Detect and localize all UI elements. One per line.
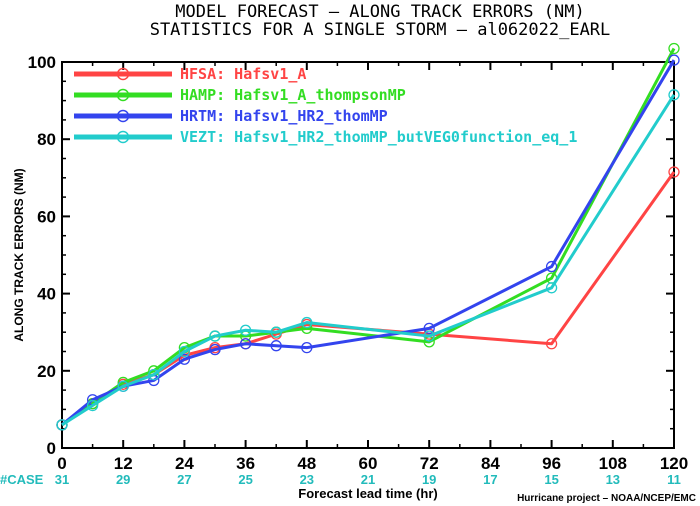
legend-item: HFSA: Hafsv1_A bbox=[74, 65, 306, 83]
x-tick-label: 24 bbox=[175, 454, 194, 473]
data-point bbox=[301, 341, 313, 354]
data-point bbox=[178, 353, 191, 365]
data-point bbox=[239, 338, 252, 350]
x-tick-label: 72 bbox=[420, 454, 439, 473]
case-count: 29 bbox=[116, 472, 130, 487]
y-tick-label: 0 bbox=[47, 439, 56, 458]
case-count: 21 bbox=[361, 472, 375, 487]
data-point bbox=[668, 42, 680, 55]
credit-text: Hurricane project – NOAA/NCEP/EMC bbox=[517, 493, 696, 504]
case-count: 17 bbox=[483, 472, 497, 487]
legend-label: VEZT: Hafsv1_HR2_thomMP_butVEG0function_… bbox=[180, 128, 577, 146]
case-count: 19 bbox=[422, 472, 436, 487]
case-count: 25 bbox=[238, 472, 252, 487]
legend-item: VEZT: Hafsv1_HR2_thomMP_butVEG0function_… bbox=[74, 128, 577, 146]
data-point bbox=[301, 316, 313, 329]
data-point bbox=[209, 343, 221, 356]
data-point bbox=[178, 345, 191, 358]
x-tick-label: 96 bbox=[542, 454, 561, 473]
data-point bbox=[239, 324, 252, 336]
x-tick-label: 108 bbox=[599, 454, 627, 473]
case-counts: 31 29 27 25 23 21 19 17 15 13 11 bbox=[55, 472, 681, 487]
case-count: 15 bbox=[544, 472, 558, 487]
chart-title: MODEL FORECAST – ALONG TRACK ERRORS (NM) bbox=[175, 2, 584, 22]
case-label: #CASE bbox=[0, 472, 44, 487]
y-tick-label: 80 bbox=[37, 130, 56, 149]
series-line bbox=[61, 47, 676, 427]
data-point bbox=[86, 399, 99, 412]
x-tick-label: 60 bbox=[359, 454, 378, 473]
legend-label: HRTM: Hafsv1_HR2_thomMP bbox=[180, 107, 388, 125]
legend-label: HFSA: Hafsv1_A bbox=[180, 65, 306, 83]
legend-marker bbox=[116, 109, 130, 123]
data-point bbox=[668, 89, 680, 101]
x-tick-label: 12 bbox=[114, 454, 133, 473]
data-point bbox=[270, 340, 282, 352]
y-tick-label: 60 bbox=[37, 207, 56, 226]
legend-item: HRTM: Hafsv1_HR2_thomMP bbox=[74, 107, 388, 125]
data-point bbox=[545, 338, 558, 350]
series-layer bbox=[56, 42, 680, 431]
data-point bbox=[423, 322, 435, 334]
x-axis-label: Forecast lead time (hr) bbox=[298, 486, 437, 501]
data-point bbox=[56, 419, 68, 431]
x-tick-label: 48 bbox=[297, 454, 316, 473]
series-line bbox=[61, 171, 676, 427]
x-tick-label: 120 bbox=[660, 454, 688, 473]
legend-marker bbox=[116, 130, 130, 144]
series-line bbox=[61, 94, 676, 427]
data-point bbox=[209, 330, 221, 342]
y-tick-label: 20 bbox=[37, 362, 56, 381]
series-3 bbox=[56, 89, 680, 431]
legend-marker bbox=[116, 88, 130, 102]
y-tick-label: 40 bbox=[37, 285, 56, 304]
data-point bbox=[668, 166, 680, 178]
x-axis: 0 12 24 36 48 60 72 84 96 108 120 bbox=[57, 62, 688, 473]
data-point bbox=[117, 380, 129, 392]
x-tick-label: 84 bbox=[481, 454, 500, 473]
y-tick-label: 100 bbox=[28, 53, 56, 72]
case-count: 11 bbox=[667, 472, 681, 487]
case-count: 27 bbox=[177, 472, 191, 487]
legend-marker bbox=[116, 67, 130, 81]
case-count: 31 bbox=[55, 472, 69, 487]
case-count: 13 bbox=[606, 472, 620, 487]
y-axis-label: ALONG TRACK ERRORS (NM) bbox=[12, 168, 26, 341]
data-point bbox=[148, 369, 160, 381]
legend-item: HAMP: Hafsv1_A_thompsonMP bbox=[74, 86, 406, 104]
data-point bbox=[668, 54, 680, 66]
data-point bbox=[545, 282, 558, 294]
legend-label: HAMP: Hafsv1_A_thompsonMP bbox=[180, 86, 406, 104]
case-count: 23 bbox=[300, 472, 314, 487]
x-tick-label: 0 bbox=[57, 454, 66, 473]
data-point bbox=[423, 330, 435, 342]
x-tick-label: 36 bbox=[236, 454, 255, 473]
data-point bbox=[270, 326, 282, 338]
data-point bbox=[545, 260, 558, 273]
chart-subtitle: STATISTICS FOR A SINGLE STORM – al062022… bbox=[150, 20, 611, 40]
legend: HFSA: Hafsv1_A HAMP: Hafsv1_A_thompsonMP H… bbox=[74, 65, 577, 146]
